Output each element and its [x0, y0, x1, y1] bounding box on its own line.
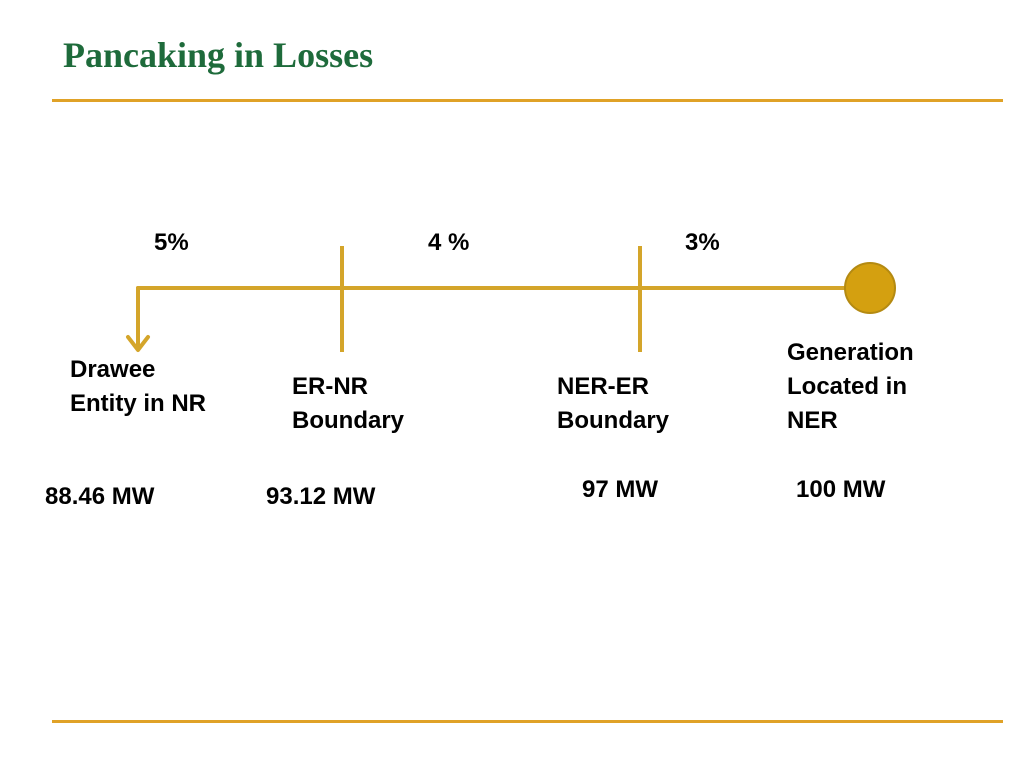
- loss-label-nr-segment: 5%: [154, 229, 189, 256]
- bottom-divider: [52, 720, 1003, 723]
- arrow-down-icon: [126, 335, 150, 352]
- loss-label-er-segment: 4 %: [428, 229, 470, 256]
- power-value-generation: 100 MW: [796, 476, 886, 503]
- power-value-drawee: 88.46 MW: [45, 483, 155, 510]
- node-name-ner-er: NER-ER Boundary: [557, 373, 670, 434]
- node-name-er-nr: ER-NR Boundary: [292, 373, 405, 434]
- generation-node: [844, 262, 896, 314]
- power-value-ner-er: 97 MW: [582, 476, 659, 503]
- node-name-generation: Generation Located in NER: [787, 339, 914, 434]
- power-value-er-nr: 93.12 MW: [266, 483, 376, 510]
- node-name-drawee: Drawee Entity in NR: [70, 356, 206, 417]
- loss-label-ner-segment: 3%: [685, 229, 720, 256]
- top-divider: [52, 99, 1003, 102]
- slide-title: Pancaking in Losses: [63, 35, 374, 75]
